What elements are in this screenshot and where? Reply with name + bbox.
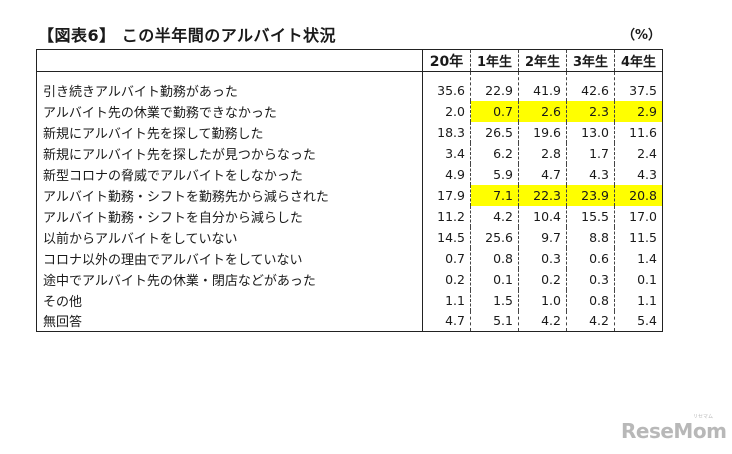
highlighted-value-cell: 22.3: [518, 184, 567, 206]
header-cell: 4年生: [614, 49, 663, 72]
value-cell: 15.5: [566, 205, 615, 227]
table-row: コロナ以外の理由でアルバイトをしていない 0.7 0.8 0.3 0.6 1.4: [36, 247, 663, 269]
highlighted-value-cell: 20.8: [614, 184, 663, 206]
header-cell: 3年生: [566, 49, 615, 72]
value-cell: 11.6: [614, 121, 663, 143]
value-cell: 41.9: [518, 71, 567, 101]
value-cell: 0.2: [518, 268, 567, 290]
value-cell: 22.9: [470, 71, 519, 101]
table-row: その他 1.1 1.5 1.0 0.8 1.1: [36, 289, 663, 311]
highlighted-value-cell: 23.9: [566, 184, 615, 206]
table-row: 新型コロナの脅威でアルバイトをしなかった 4.9 5.9 4.7 4.3 4.3: [36, 163, 663, 185]
value-cell: 0.3: [518, 247, 567, 269]
value-cell: 1.4: [614, 247, 663, 269]
value-cell: 2.4: [614, 142, 663, 164]
value-cell: 0.8: [470, 247, 519, 269]
value-cell: 6.2: [470, 142, 519, 164]
header-blank-cell: [36, 49, 423, 72]
value-cell: 10.4: [518, 205, 567, 227]
value-cell: 35.6: [422, 71, 471, 101]
value-cell: 0.7: [422, 247, 471, 269]
value-cell: 4.7: [422, 310, 471, 332]
table-row: 新規にアルバイト先を探したが見つからなった 3.4 6.2 2.8 1.7 2.…: [36, 142, 663, 164]
value-cell: 0.8: [566, 289, 615, 311]
logo-ruby-text: リセマム: [693, 414, 714, 420]
value-cell: 13.0: [566, 121, 615, 143]
value-cell: 4.2: [470, 205, 519, 227]
table-row: アルバイト先の休業で勤務できなかった 2.0 0.7 2.6 2.3 2.9: [36, 100, 663, 122]
value-cell: 0.1: [614, 268, 663, 290]
value-cell: 0.2: [422, 268, 471, 290]
value-cell: 4.2: [566, 310, 615, 332]
value-cell: 42.6: [566, 71, 615, 101]
highlighted-value-cell: 2.6: [518, 100, 567, 122]
value-cell: 4.3: [614, 163, 663, 185]
row-label: コロナ以外の理由でアルバイトをしていない: [36, 247, 423, 269]
header-cell: 1年生: [470, 49, 519, 72]
table-row: 以前からアルバイトをしていない 14.5 25.6 9.7 8.8 11.5: [36, 226, 663, 248]
value-cell: 11.2: [422, 205, 471, 227]
value-cell: 5.9: [470, 163, 519, 185]
row-label: アルバイト勤務・シフトを勤務先から減らされた: [36, 184, 423, 206]
header-cell: 20年: [422, 49, 471, 72]
value-cell: 5.4: [614, 310, 663, 332]
value-cell: 1.1: [614, 289, 663, 311]
value-cell: 4.7: [518, 163, 567, 185]
value-cell: 2.8: [518, 142, 567, 164]
row-label: その他: [36, 289, 423, 311]
value-cell: 17.9: [422, 184, 471, 206]
value-cell: 0.6: [566, 247, 615, 269]
value-cell: 4.2: [518, 310, 567, 332]
table-row: 途中でアルバイト先の休業・閉店などがあった 0.2 0.1 0.2 0.3 0.…: [36, 268, 663, 290]
value-cell: 26.5: [470, 121, 519, 143]
row-label: 新型コロナの脅威でアルバイトをしなかった: [36, 163, 423, 185]
header-row: 20年 1年生 2年生 3年生 4年生: [36, 49, 663, 72]
value-cell: 17.0: [614, 205, 663, 227]
row-label: 引き続きアルバイト勤務があった: [36, 71, 423, 101]
resemom-logo: ReseMom: [621, 419, 727, 443]
row-label: アルバイト勤務・シフトを自分から減らした: [36, 205, 423, 227]
value-cell: 25.6: [470, 226, 519, 248]
value-cell: 1.1: [422, 289, 471, 311]
highlighted-value-cell: 7.1: [470, 184, 519, 206]
value-cell: 37.5: [614, 71, 663, 101]
value-cell: 4.9: [422, 163, 471, 185]
row-label: 無回答: [36, 310, 423, 332]
highlighted-value-cell: 2.9: [614, 100, 663, 122]
value-cell: 14.5: [422, 226, 471, 248]
row-label: アルバイト先の休業で勤務できなかった: [36, 100, 423, 122]
row-label: 新規にアルバイト先を探して勤務した: [36, 121, 423, 143]
header-cell: 2年生: [518, 49, 567, 72]
value-cell: 1.7: [566, 142, 615, 164]
row-label: 新規にアルバイト先を探したが見つからなった: [36, 142, 423, 164]
figure-caption: 【図表6】 この半年間のアルバイト状況: [38, 26, 337, 45]
value-cell: 1.0: [518, 289, 567, 311]
value-cell: 2.0: [422, 100, 471, 122]
row-label: 途中でアルバイト先の休業・閉店などがあった: [36, 268, 423, 290]
value-cell: 11.5: [614, 226, 663, 248]
table-row: アルバイト勤務・シフトを自分から減らした 11.2 4.2 10.4 15.5 …: [36, 205, 663, 227]
table-row: 無回答 4.7 5.1 4.2 4.2 5.4: [36, 310, 663, 332]
survey-table: 20年 1年生 2年生 3年生 4年生 引き続きアルバイト勤務があった 35.6…: [36, 49, 663, 332]
table-row: アルバイト勤務・シフトを勤務先から減らされた 17.9 7.1 22.3 23.…: [36, 184, 663, 206]
value-cell: 1.5: [470, 289, 519, 311]
table-row: 引き続きアルバイト勤務があった 35.6 22.9 41.9 42.6 37.5: [36, 71, 663, 101]
value-cell: 18.3: [422, 121, 471, 143]
table-row: 新規にアルバイト先を探して勤務した 18.3 26.5 19.6 13.0 11…: [36, 121, 663, 143]
value-cell: 8.8: [566, 226, 615, 248]
value-cell: 3.4: [422, 142, 471, 164]
highlighted-value-cell: 2.3: [566, 100, 615, 122]
value-cell: 4.3: [566, 163, 615, 185]
value-cell: 0.3: [566, 268, 615, 290]
value-cell: 19.6: [518, 121, 567, 143]
value-cell: 5.1: [470, 310, 519, 332]
value-cell: 9.7: [518, 226, 567, 248]
highlighted-value-cell: 0.7: [470, 100, 519, 122]
row-label: 以前からアルバイトをしていない: [36, 226, 423, 248]
value-cell: 0.1: [470, 268, 519, 290]
unit-label: （%）: [622, 28, 662, 43]
